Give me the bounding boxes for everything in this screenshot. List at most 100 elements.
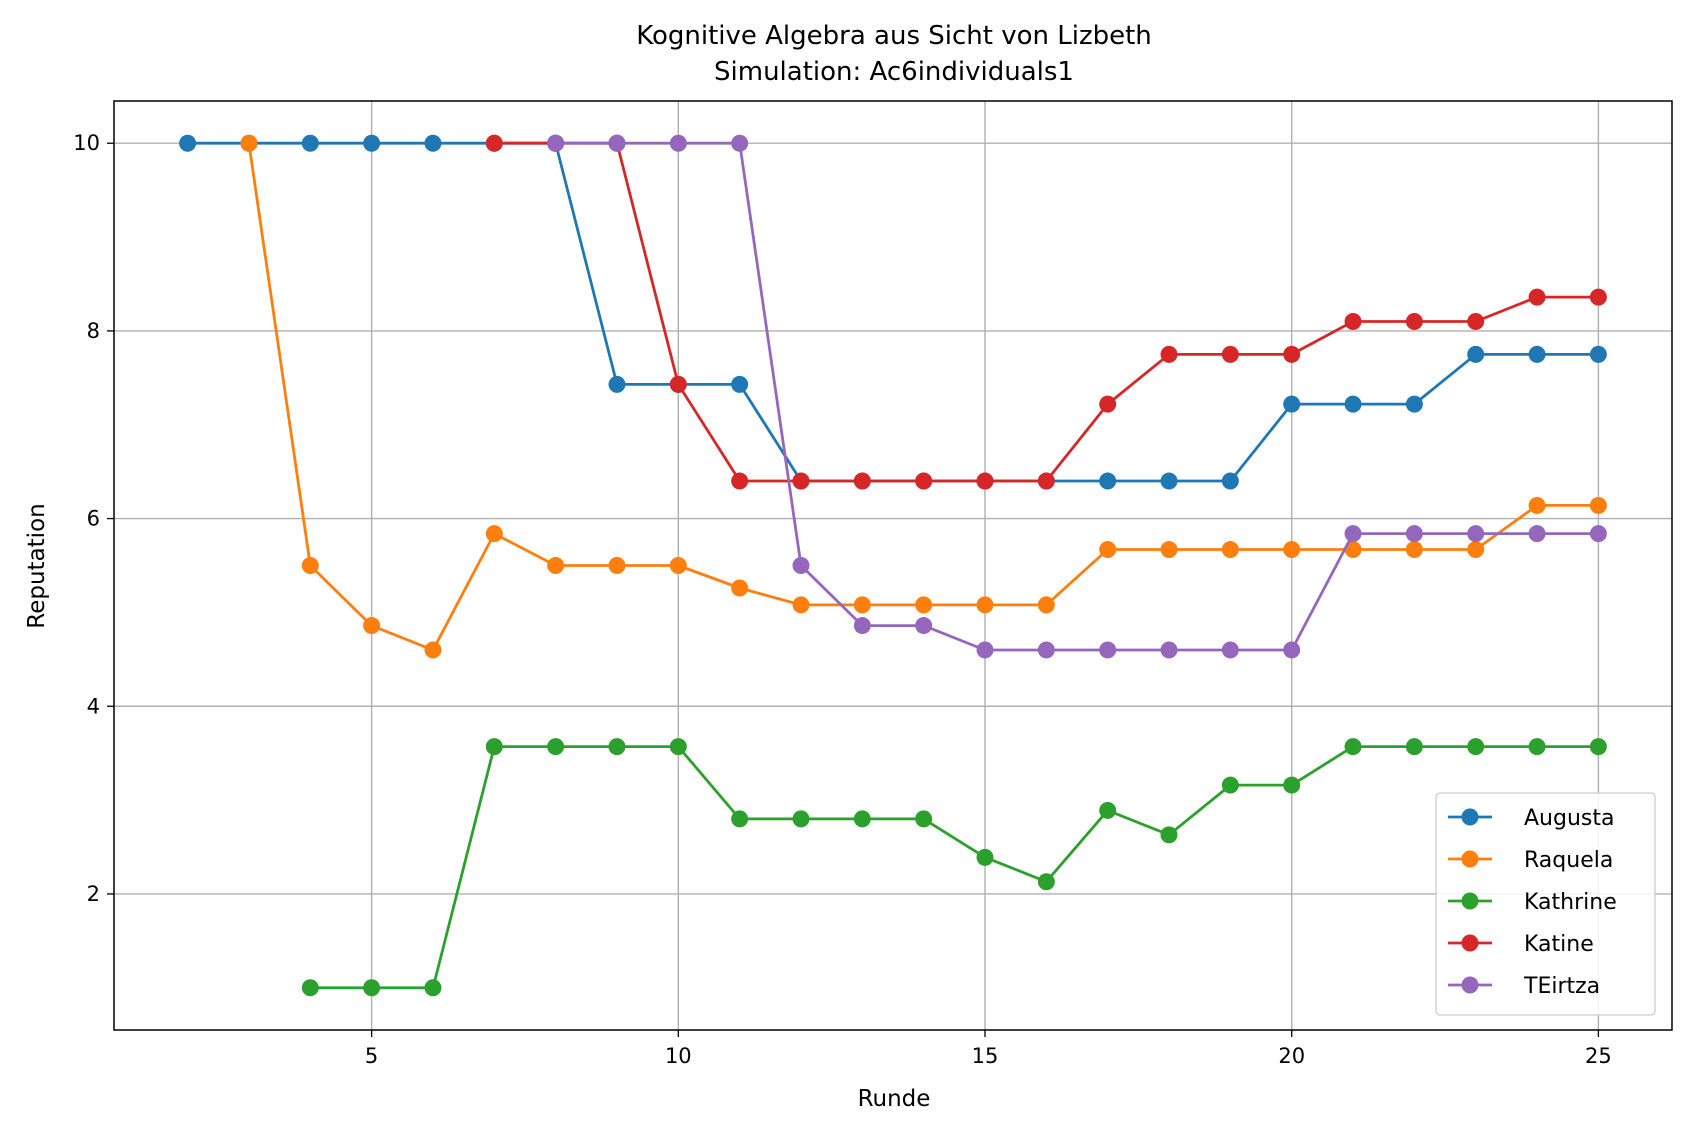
- data-point: [1037, 873, 1055, 891]
- data-point: [1528, 288, 1546, 306]
- data-point: [1589, 525, 1607, 543]
- data-point: [731, 579, 749, 597]
- data-point: [1467, 541, 1485, 559]
- data-point: [1160, 541, 1178, 559]
- legend-marker: [1461, 808, 1479, 826]
- data-point: [1099, 472, 1117, 490]
- data-point: [1528, 738, 1546, 756]
- series-line: [310, 745, 1599, 990]
- data-point: [976, 641, 994, 659]
- data-point: [1405, 738, 1423, 756]
- legend-item: TEirtza: [1448, 974, 1600, 999]
- data-point: [547, 557, 565, 574]
- data-point: [301, 979, 319, 997]
- data-point: [1528, 525, 1546, 543]
- data-point: [1344, 541, 1362, 559]
- data-point: [792, 472, 810, 490]
- legend-marker: [1461, 934, 1479, 952]
- data-point: [608, 738, 626, 756]
- series-teirtza: [547, 134, 1607, 659]
- data-point: [1344, 395, 1362, 413]
- data-point: [1221, 472, 1239, 490]
- plot-frame: [113, 100, 1673, 1031]
- data-point: [608, 375, 626, 393]
- data-point: [1160, 641, 1178, 659]
- y-tick-label: 6: [87, 507, 100, 531]
- data-point: [915, 596, 933, 614]
- x-tick-label: 15: [972, 1044, 999, 1068]
- data-point: [731, 472, 749, 490]
- data-point: [853, 472, 871, 490]
- series-layer: [179, 134, 1607, 997]
- data-point: [976, 596, 994, 614]
- series-line: [555, 141, 1599, 652]
- data-point: [915, 472, 933, 490]
- data-point: [1589, 738, 1607, 756]
- data-point: [424, 979, 442, 997]
- data-point: [1344, 738, 1362, 756]
- data-point: [731, 810, 749, 828]
- series-katine: [485, 134, 1607, 490]
- chart-title: Kognitive Algebra aus Sicht von Lizbeth: [636, 21, 1152, 51]
- data-point: [608, 557, 626, 574]
- y-tick-label: 4: [87, 694, 100, 718]
- data-point: [1283, 641, 1301, 659]
- data-point: [1099, 395, 1117, 413]
- data-point: [547, 134, 565, 152]
- data-point: [1344, 313, 1362, 331]
- data-point: [485, 134, 503, 152]
- legend-label: Augusta: [1524, 806, 1614, 831]
- data-point: [792, 596, 810, 614]
- data-point: [363, 617, 381, 635]
- legend-item: Augusta: [1448, 806, 1614, 831]
- data-point: [976, 848, 994, 866]
- data-point: [485, 525, 503, 543]
- legend-item: Katine: [1448, 932, 1594, 957]
- data-point: [1160, 345, 1178, 363]
- y-tick-label: 2: [87, 882, 100, 906]
- data-point: [669, 738, 687, 756]
- data-point: [915, 617, 933, 635]
- legend-item: Kathrine: [1448, 890, 1617, 915]
- data-point: [1467, 313, 1485, 331]
- data-point: [1037, 472, 1055, 490]
- data-point: [1589, 288, 1607, 306]
- data-point: [363, 979, 381, 997]
- data-point: [608, 134, 626, 152]
- data-point: [669, 557, 687, 574]
- data-point: [485, 738, 503, 756]
- data-point: [1221, 641, 1239, 659]
- x-tick-label: 5: [365, 1044, 378, 1068]
- legend-item: Raquela: [1448, 848, 1613, 873]
- legend-label: Raquela: [1524, 848, 1613, 873]
- data-point: [1528, 345, 1546, 363]
- data-point: [1405, 395, 1423, 413]
- chart-subtitle: Simulation: Ac6individuals1: [714, 57, 1074, 87]
- data-point: [1160, 472, 1178, 490]
- data-point: [853, 596, 871, 614]
- data-point: [363, 134, 381, 152]
- data-point: [853, 810, 871, 828]
- data-point: [1589, 496, 1607, 514]
- data-point: [1221, 345, 1239, 363]
- data-point: [669, 134, 687, 152]
- data-point: [669, 375, 687, 393]
- data-point: [1467, 525, 1485, 543]
- legend-marker: [1461, 976, 1479, 994]
- y-axis: 2 4 6 8 10: [73, 131, 114, 906]
- data-point: [792, 557, 810, 574]
- data-point: [1283, 776, 1301, 794]
- data-point: [424, 134, 442, 152]
- x-axis-label: Runde: [858, 1086, 931, 1112]
- data-point: [1589, 345, 1607, 363]
- data-point: [1405, 541, 1423, 559]
- y-tick-label: 8: [87, 319, 100, 343]
- series-kathrine: [301, 738, 1607, 997]
- data-point: [731, 134, 749, 152]
- data-point: [1099, 541, 1117, 559]
- legend: Augusta Raquela Kathrine Katine TEirtza: [1435, 792, 1656, 1016]
- legend-marker: [1461, 850, 1479, 868]
- data-point: [1037, 641, 1055, 659]
